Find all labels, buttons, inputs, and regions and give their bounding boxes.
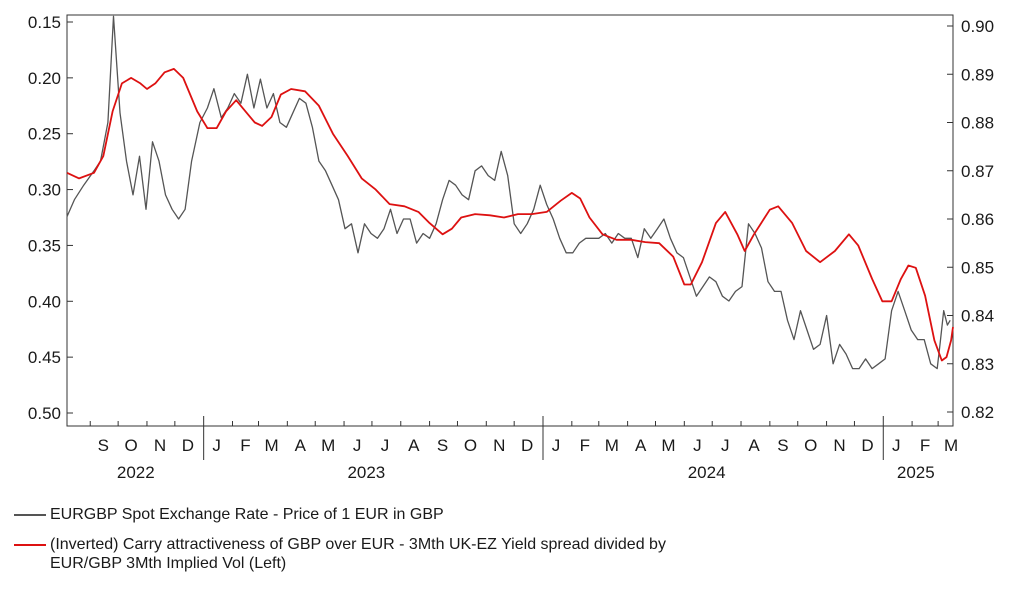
left-tick-label: 0.40: [28, 292, 61, 311]
right-tick-label: 0.85: [961, 258, 994, 277]
year-label: 2023: [347, 463, 385, 482]
month-label: F: [920, 436, 930, 455]
right-tick-label: 0.82: [961, 403, 994, 422]
right-tick-label: 0.87: [961, 162, 994, 181]
right-tick-label: 0.90: [961, 17, 994, 36]
month-label: D: [861, 436, 873, 455]
left-tick-label: 0.30: [28, 181, 61, 200]
month-label: A: [635, 436, 647, 455]
legend-label-spot: EURGBP Spot Exchange Rate - Price of 1 E…: [50, 506, 444, 523]
month-label: A: [748, 436, 760, 455]
left-tick-label: 0.15: [28, 13, 61, 32]
month-label: S: [437, 436, 448, 455]
month-label: J: [353, 436, 362, 455]
right-axis: 0.90 0.89 0.88 0.87 0.86 0.85 0.84 0.83 0.82: [947, 17, 994, 422]
series-line-spot: [66, 15, 951, 370]
series-line-carry: [66, 68, 954, 362]
month-label: F: [240, 436, 250, 455]
month-label: J: [381, 436, 390, 455]
month-label: A: [408, 436, 420, 455]
right-tick-label: 0.84: [961, 307, 994, 326]
left-tick-label: 0.45: [28, 348, 61, 367]
plot-frame: [66, 14, 954, 427]
right-tick-label: 0.86: [961, 210, 994, 229]
month-label: M: [321, 436, 335, 455]
left-tick-label: 0.25: [28, 125, 61, 144]
legend-label-carry: (Inverted) Carry attractiveness of GBP o…: [50, 536, 666, 572]
month-label: N: [493, 436, 505, 455]
month-label: F: [580, 436, 590, 455]
month-label: M: [605, 436, 619, 455]
legend-item-carry: (Inverted) Carry attractiveness of GBP o…: [14, 535, 974, 575]
month-label: J: [212, 436, 221, 455]
month-label: J: [721, 436, 730, 455]
month-label: J: [892, 436, 901, 455]
right-tick-label: 0.83: [961, 355, 994, 374]
month-label: M: [661, 436, 675, 455]
month-label: S: [777, 436, 788, 455]
year-label: 2025: [897, 463, 935, 482]
left-tick-label: 0.35: [28, 236, 61, 255]
month-label: D: [521, 436, 533, 455]
month-label: O: [804, 436, 817, 455]
month-label: J: [552, 436, 561, 455]
left-tick-label: 0.20: [28, 69, 61, 88]
series-layer: [66, 15, 954, 370]
month-label: A: [295, 436, 307, 455]
month-label: J: [693, 436, 702, 455]
left-axis: 0.15 0.20 0.25 0.30 0.35 0.40 0.45 0.50: [28, 13, 73, 423]
month-label: M: [944, 436, 958, 455]
legend-swatch-spot: [14, 514, 46, 516]
left-tick-label: 0.50: [28, 404, 61, 423]
month-label: D: [182, 436, 194, 455]
month-label: O: [464, 436, 477, 455]
month-label: S: [98, 436, 109, 455]
legend-item-spot: EURGBP Spot Exchange Rate - Price of 1 E…: [14, 505, 974, 525]
right-tick-label: 0.89: [961, 65, 994, 84]
month-label: O: [125, 436, 138, 455]
year-label: 2024: [688, 463, 726, 482]
right-tick-label: 0.88: [961, 114, 994, 133]
month-label: N: [154, 436, 166, 455]
year-label: 2022: [117, 463, 155, 482]
month-label: M: [264, 436, 278, 455]
month-label: N: [833, 436, 845, 455]
legend-swatch-carry: [14, 544, 46, 546]
